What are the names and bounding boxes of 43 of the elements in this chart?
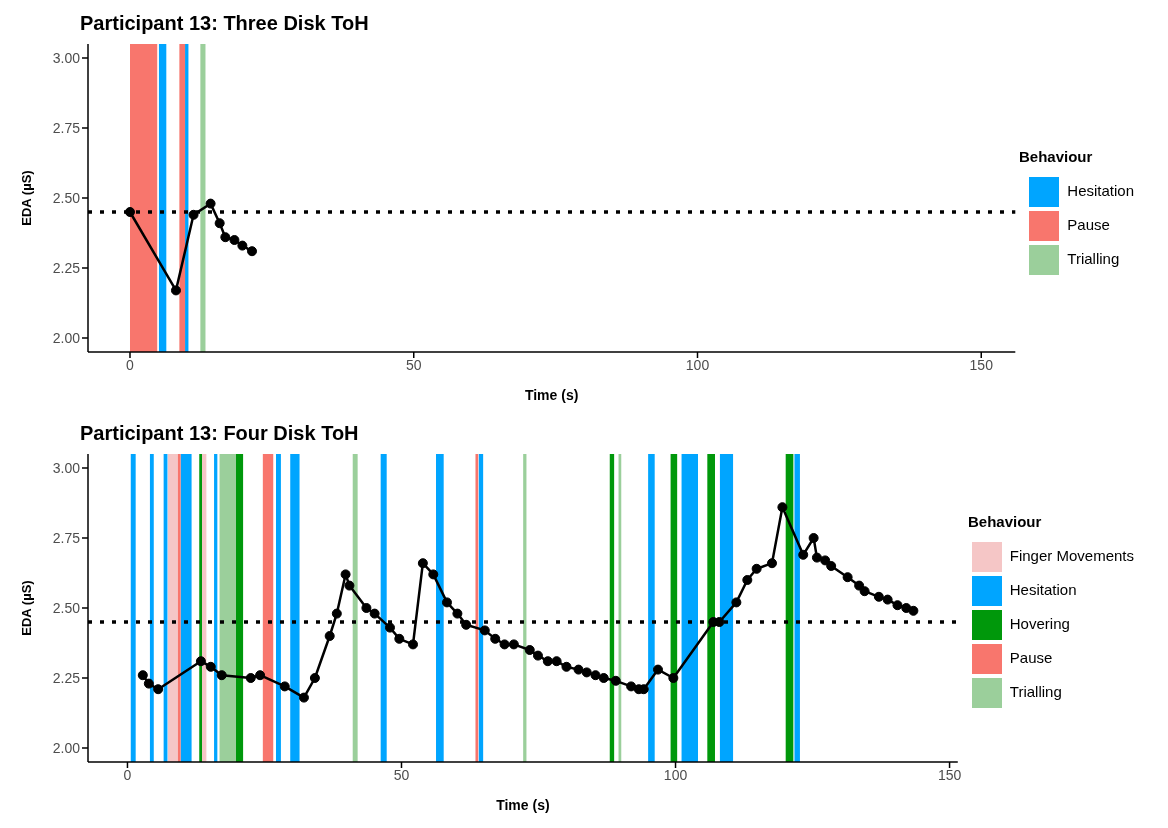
- point: [205, 198, 216, 209]
- point: [125, 207, 135, 217]
- point: [188, 209, 199, 220]
- y-tick-label: 2.25: [52, 259, 81, 276]
- y-tick-label: 3.00: [52, 459, 81, 476]
- y-tick-label: 2.00: [52, 739, 81, 756]
- x-tick-label: 100: [663, 766, 688, 783]
- legend-title: Behaviour: [1019, 148, 1094, 165]
- y-tick-label: 3.00: [52, 49, 81, 66]
- legend-label: Hovering: [1009, 615, 1070, 632]
- legend-label: Hesitation: [1067, 182, 1134, 199]
- point: [214, 218, 225, 229]
- point: [170, 285, 181, 296]
- legend-label: Hesitation: [1009, 581, 1077, 598]
- point: [247, 246, 258, 257]
- legend-label: Trialling: [1067, 250, 1120, 267]
- x-axis-title: Time (s): [524, 387, 579, 403]
- legend-label: Pause: [1009, 649, 1053, 666]
- x-tick-label: 0: [126, 356, 135, 373]
- x-tick-label: 150: [937, 766, 962, 783]
- point: [220, 232, 231, 243]
- x-tick-label: 50: [405, 356, 422, 373]
- chart-title: Participant 13: Three Disk ToH: [80, 12, 369, 35]
- y-axis-title: EDA (µS): [18, 170, 34, 226]
- y-tick-label: 2.00: [52, 329, 81, 346]
- x-tick-label: 150: [969, 356, 994, 373]
- y-tick-label: 2.50: [52, 189, 81, 206]
- x-tick-label: 50: [393, 766, 410, 783]
- x-tick-label: 100: [685, 356, 710, 373]
- x-tick-label: 0: [123, 766, 132, 783]
- y-tick-label: 2.50: [52, 599, 81, 616]
- y-tick-label: 2.75: [52, 529, 81, 546]
- point: [229, 235, 240, 245]
- legend-title: Behaviour: [968, 513, 1043, 530]
- legend-label: Trialling: [1009, 683, 1062, 700]
- y-tick-label: 2.25: [52, 669, 81, 686]
- y-tick-label: 2.75: [52, 119, 81, 136]
- y-axis-title: EDA (µS): [18, 580, 34, 636]
- chart-title: Participant 13: Four Disk ToH: [80, 422, 359, 445]
- x-axis-title: Time (s): [496, 797, 550, 813]
- legend-label: Finger Movements: [1009, 547, 1134, 564]
- legend-label: Pause: [1067, 216, 1110, 233]
- point: [237, 240, 248, 251]
